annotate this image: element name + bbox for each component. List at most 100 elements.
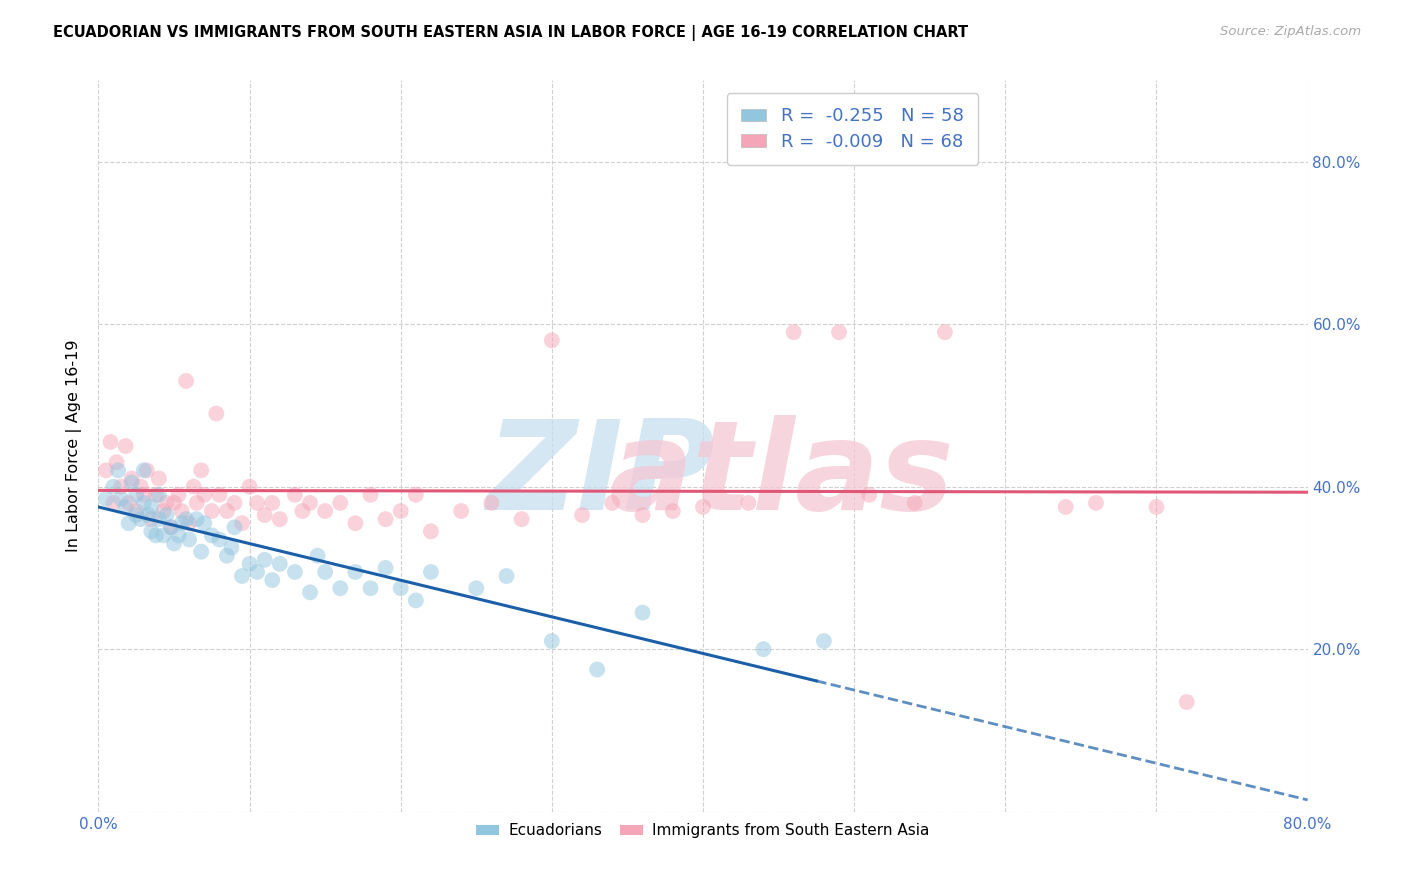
Legend: Ecuadorians, Immigrants from South Eastern Asia: Ecuadorians, Immigrants from South Easte… <box>470 817 936 845</box>
Point <box>174 512 197 526</box>
Point <box>190 544 212 558</box>
Point <box>420 565 443 579</box>
Point <box>208 533 231 547</box>
Point <box>167 528 190 542</box>
Point <box>141 500 163 514</box>
Point <box>262 496 284 510</box>
Point <box>136 508 159 522</box>
Point <box>129 512 152 526</box>
Point <box>374 561 396 575</box>
Text: ZIP: ZIP <box>486 415 714 536</box>
Point <box>118 496 141 510</box>
Point <box>858 488 880 502</box>
Point <box>329 496 352 510</box>
Point <box>783 325 806 339</box>
Point <box>155 496 177 510</box>
Point <box>105 455 128 469</box>
Point <box>183 480 205 494</box>
Point <box>215 549 238 563</box>
Point <box>132 496 155 510</box>
Point <box>1085 496 1108 510</box>
Point <box>201 504 224 518</box>
Point <box>103 496 125 510</box>
Point <box>631 508 654 522</box>
Point <box>179 533 201 547</box>
Point <box>148 488 170 502</box>
Point <box>374 512 396 526</box>
Point <box>152 528 174 542</box>
Point <box>307 549 329 563</box>
Point <box>193 488 215 502</box>
Point <box>186 512 208 526</box>
Point <box>269 557 291 571</box>
Point <box>160 520 183 534</box>
Point <box>132 463 155 477</box>
Point <box>602 496 624 510</box>
Point <box>125 488 148 502</box>
Point <box>329 581 352 595</box>
Point <box>571 508 593 522</box>
Point <box>586 663 609 677</box>
Point <box>224 520 246 534</box>
Point <box>344 565 367 579</box>
Point <box>186 496 208 510</box>
Point <box>132 488 155 502</box>
Point <box>299 585 322 599</box>
Point <box>152 504 174 518</box>
Point <box>495 569 517 583</box>
Point <box>465 581 488 595</box>
Point <box>389 581 412 595</box>
Text: Source: ZipAtlas.com: Source: ZipAtlas.com <box>1220 25 1361 38</box>
Point <box>100 434 122 449</box>
Point <box>193 516 215 531</box>
Point <box>631 606 654 620</box>
Point <box>405 488 427 502</box>
Point <box>239 557 262 571</box>
Point <box>389 504 412 518</box>
Point <box>125 504 148 518</box>
Point <box>145 528 167 542</box>
Text: ECUADORIAN VS IMMIGRANTS FROM SOUTH EASTERN ASIA IN LABOR FORCE | AGE 16-19 CORR: ECUADORIAN VS IMMIGRANTS FROM SOUTH EAST… <box>53 25 969 41</box>
Point <box>129 480 152 494</box>
Point <box>262 573 284 587</box>
Point <box>661 504 683 518</box>
Point <box>170 516 193 531</box>
Y-axis label: In Labor Force | Age 16-19: In Labor Force | Age 16-19 <box>66 340 83 552</box>
Point <box>201 528 224 542</box>
Point <box>344 516 367 531</box>
Point <box>110 480 132 494</box>
Point <box>1175 695 1198 709</box>
Point <box>155 508 177 522</box>
Point <box>107 463 129 477</box>
Point <box>148 471 170 485</box>
Point <box>269 512 291 526</box>
Point <box>540 634 562 648</box>
Point <box>299 496 322 510</box>
Point <box>934 325 956 339</box>
Point <box>141 524 163 539</box>
Point <box>145 488 167 502</box>
Point <box>179 516 201 531</box>
Point <box>205 407 228 421</box>
Point <box>160 520 183 534</box>
Point <box>174 374 197 388</box>
Point <box>284 565 307 579</box>
Point <box>215 504 238 518</box>
Point <box>103 480 125 494</box>
Point <box>163 496 186 510</box>
Point <box>208 488 231 502</box>
Point <box>121 475 143 490</box>
Point <box>141 512 163 526</box>
Point <box>481 496 503 510</box>
Point <box>114 500 136 514</box>
Point <box>148 512 170 526</box>
Point <box>246 496 269 510</box>
Point <box>904 496 927 510</box>
Point <box>121 471 143 485</box>
Point <box>231 569 253 583</box>
Point <box>163 536 186 550</box>
Point <box>360 581 382 595</box>
Point <box>540 334 562 348</box>
Point <box>170 504 193 518</box>
Text: atlas: atlas <box>609 415 955 536</box>
